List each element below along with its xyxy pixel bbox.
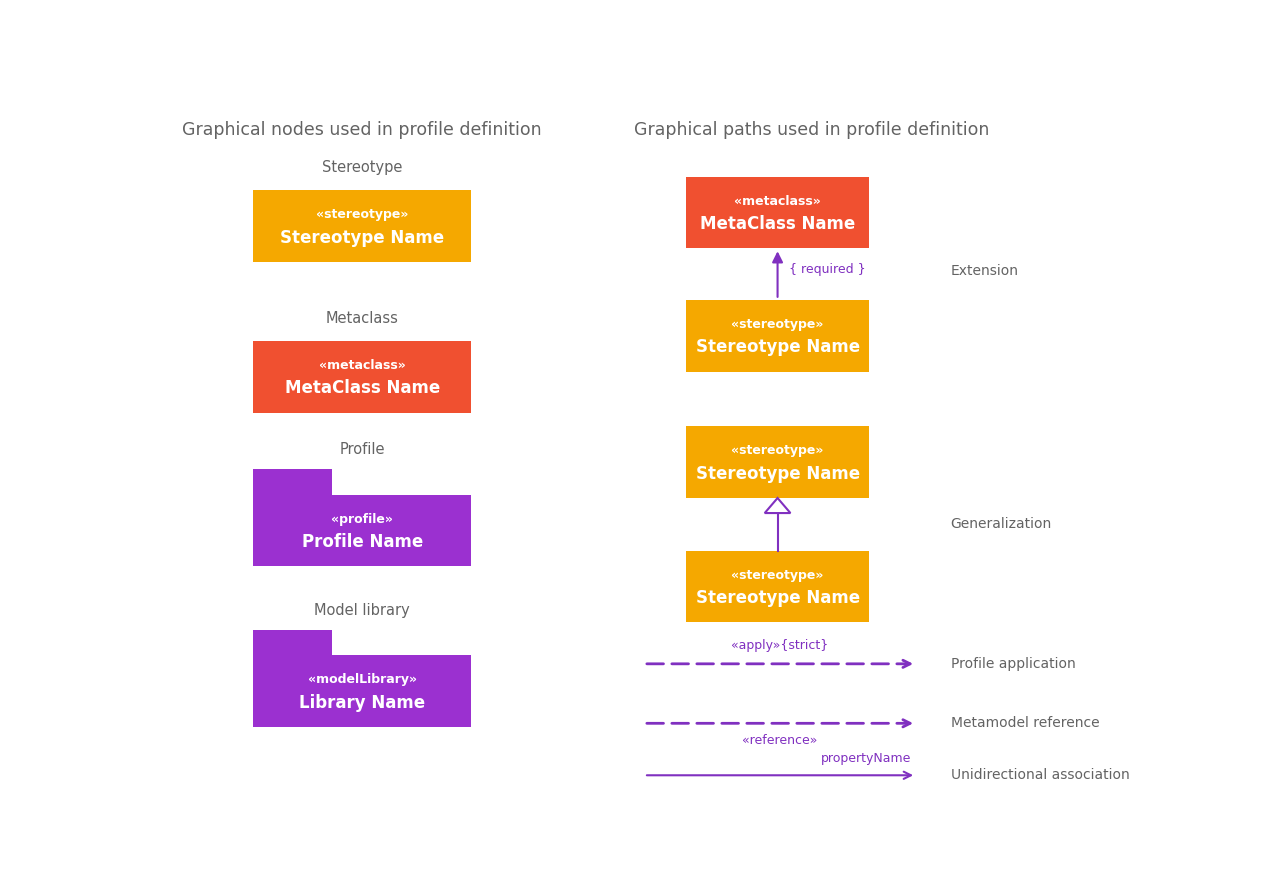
- Text: Library Name: Library Name: [299, 694, 425, 711]
- Text: Stereotype: Stereotype: [322, 160, 402, 175]
- Text: «stereotype»: «stereotype»: [731, 568, 824, 582]
- Bar: [686, 177, 869, 249]
- Text: «reference»: «reference»: [743, 734, 818, 747]
- Text: «stereotype»: «stereotype»: [731, 444, 824, 457]
- Text: Metaclass: Metaclass: [325, 311, 398, 326]
- Text: «apply»{strict}: «apply»{strict}: [731, 638, 828, 652]
- Text: Metamodel reference: Metamodel reference: [951, 717, 1099, 730]
- Text: Profile: Profile: [339, 442, 385, 457]
- Text: «metaclass»: «metaclass»: [734, 194, 820, 208]
- Bar: [686, 300, 869, 371]
- Text: Stereotype Name: Stereotype Name: [695, 464, 860, 482]
- Bar: [254, 630, 332, 655]
- Text: Profile application: Profile application: [951, 657, 1076, 670]
- Text: «modelLibrary»: «modelLibrary»: [308, 673, 417, 686]
- Text: Stereotype Name: Stereotype Name: [695, 338, 860, 356]
- Bar: [254, 341, 471, 413]
- Text: MetaClass Name: MetaClass Name: [285, 379, 440, 397]
- Text: Generalization: Generalization: [951, 518, 1051, 531]
- Text: «profile»: «profile»: [332, 512, 393, 526]
- Text: Graphical paths used in profile definition: Graphical paths used in profile definiti…: [634, 122, 990, 139]
- Text: propertyName: propertyName: [820, 752, 911, 765]
- Text: «stereotype»: «stereotype»: [316, 208, 408, 221]
- Text: Graphical nodes used in profile definition: Graphical nodes used in profile definiti…: [182, 122, 542, 139]
- Text: Model library: Model library: [314, 603, 410, 618]
- Bar: [254, 190, 471, 262]
- Bar: [686, 426, 869, 498]
- Text: Profile Name: Profile Name: [301, 533, 422, 551]
- Text: Stereotype Name: Stereotype Name: [281, 229, 444, 247]
- Text: { required }: { required }: [790, 264, 866, 276]
- Text: Extension: Extension: [951, 264, 1018, 278]
- Bar: [254, 655, 471, 727]
- Text: Unidirectional association: Unidirectional association: [951, 768, 1129, 782]
- Text: MetaClass Name: MetaClass Name: [701, 215, 855, 233]
- Bar: [686, 551, 869, 622]
- Bar: [254, 495, 471, 567]
- Text: «stereotype»: «stereotype»: [731, 318, 824, 330]
- Bar: [254, 470, 332, 495]
- Polygon shape: [764, 498, 790, 513]
- Text: «metaclass»: «metaclass»: [319, 359, 406, 372]
- Text: Stereotype Name: Stereotype Name: [695, 589, 860, 607]
